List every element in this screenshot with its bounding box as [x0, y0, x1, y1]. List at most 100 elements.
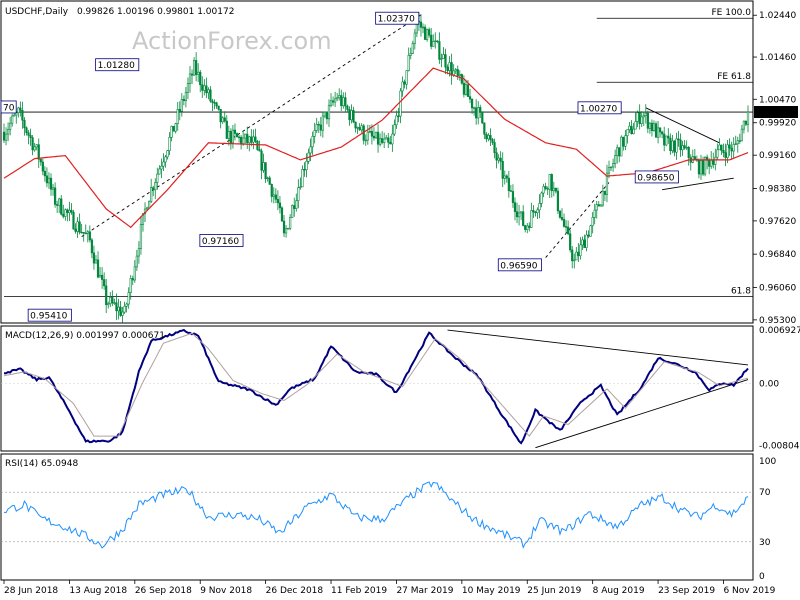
date-tick-label: 28 Jun 2018	[4, 586, 58, 596]
current-price-label: 1.00172	[758, 108, 795, 118]
price-tick-label: 1.01460	[759, 53, 796, 63]
candle-body	[434, 40, 437, 42]
swing-label-box	[634, 170, 679, 184]
swing-label-box	[27, 308, 72, 322]
candle-body	[618, 147, 621, 157]
candle-body	[440, 58, 443, 60]
candle-body	[94, 259, 98, 264]
candle-body	[19, 107, 22, 111]
rsi-tick-label: 70	[759, 488, 771, 498]
candle-body	[45, 175, 49, 184]
candle-body	[338, 95, 341, 99]
candle-body	[632, 128, 635, 134]
candle-body	[115, 302, 118, 312]
candle-body	[266, 177, 269, 180]
candle-body	[495, 152, 498, 161]
candle-body	[744, 120, 748, 125]
candle-body	[293, 205, 296, 209]
candle-body	[663, 133, 666, 146]
candle-body	[413, 32, 416, 44]
trendline	[645, 107, 720, 144]
candle-body	[197, 71, 200, 75]
candle-body	[321, 115, 324, 131]
candle-body	[68, 209, 71, 213]
candle-body	[201, 84, 204, 91]
candle-body	[421, 26, 425, 29]
candle-body	[166, 150, 169, 158]
macd-panel-frame	[0, 325, 754, 452]
candle-body	[548, 174, 551, 190]
candle-body	[66, 209, 69, 213]
candle-body	[383, 138, 386, 143]
candle-body	[137, 248, 141, 257]
candle-body	[29, 135, 32, 138]
date-tick-label: 27 Mar 2019	[396, 586, 453, 596]
candle-body	[227, 131, 230, 139]
candle-body	[466, 84, 470, 97]
candle-body	[411, 43, 414, 54]
candle-body	[491, 139, 494, 143]
candle-body	[593, 209, 596, 218]
candle-body	[235, 133, 239, 138]
candle-body	[458, 74, 461, 76]
candle-body	[88, 231, 91, 241]
candle-body	[442, 54, 445, 59]
candle-body	[223, 117, 226, 122]
candle-body	[718, 144, 721, 151]
candle-body	[503, 175, 506, 179]
candle-body	[90, 239, 93, 254]
swing-label-text: 0.96590	[500, 261, 537, 271]
candle-body	[546, 188, 549, 190]
candle-body	[428, 29, 431, 36]
candle-body	[703, 156, 707, 175]
candle-body	[583, 239, 586, 248]
candle-body	[188, 73, 192, 84]
candle-body	[209, 89, 212, 102]
candle-body	[39, 159, 42, 163]
candle-body	[84, 232, 87, 235]
candle-body	[550, 174, 553, 192]
candle-body	[425, 29, 429, 40]
candle-body	[511, 191, 515, 203]
candle-body	[485, 133, 488, 140]
symbol-title: USDCHF,Daily 0.99826 1.00196 0.99801 1.0…	[5, 7, 234, 17]
candle-body	[487, 135, 490, 140]
candle-body	[33, 146, 36, 151]
macd-tick-label: 0.00	[759, 379, 779, 389]
candle-body	[470, 98, 474, 109]
candle-body	[671, 140, 674, 151]
price-tick-label: 0.99160	[759, 151, 796, 161]
candle-body	[685, 146, 688, 149]
candle-body	[438, 41, 441, 60]
candle-body	[395, 115, 398, 126]
candle-body	[624, 135, 627, 147]
price-panel-frame	[0, 0, 754, 324]
candle-body	[152, 187, 155, 191]
candle-body	[368, 130, 371, 133]
candle-body	[62, 213, 65, 217]
candle-body	[160, 165, 163, 170]
candle-body	[589, 225, 592, 237]
level-label: 61.8	[731, 286, 751, 296]
candle-body	[372, 135, 376, 139]
candle-body	[246, 133, 249, 144]
candle-body	[105, 285, 108, 306]
candle-body	[199, 71, 202, 86]
candle-body	[145, 207, 149, 210]
swing-label-box	[375, 11, 420, 25]
candle-body	[403, 81, 406, 85]
rsi-tick-label: 100	[759, 457, 776, 467]
candle-body	[252, 136, 255, 143]
candle-body	[319, 124, 322, 131]
candle-body	[710, 160, 713, 167]
candle-body	[258, 149, 261, 152]
candle-body	[92, 252, 96, 264]
candle-body	[575, 251, 578, 261]
candle-body	[397, 115, 400, 118]
candle-body	[423, 26, 427, 40]
candle-body	[528, 225, 531, 228]
symbol-label: USDCHF,Daily	[5, 7, 69, 17]
candle-body	[221, 117, 224, 123]
swing-label-text: 0.97160	[202, 237, 239, 247]
